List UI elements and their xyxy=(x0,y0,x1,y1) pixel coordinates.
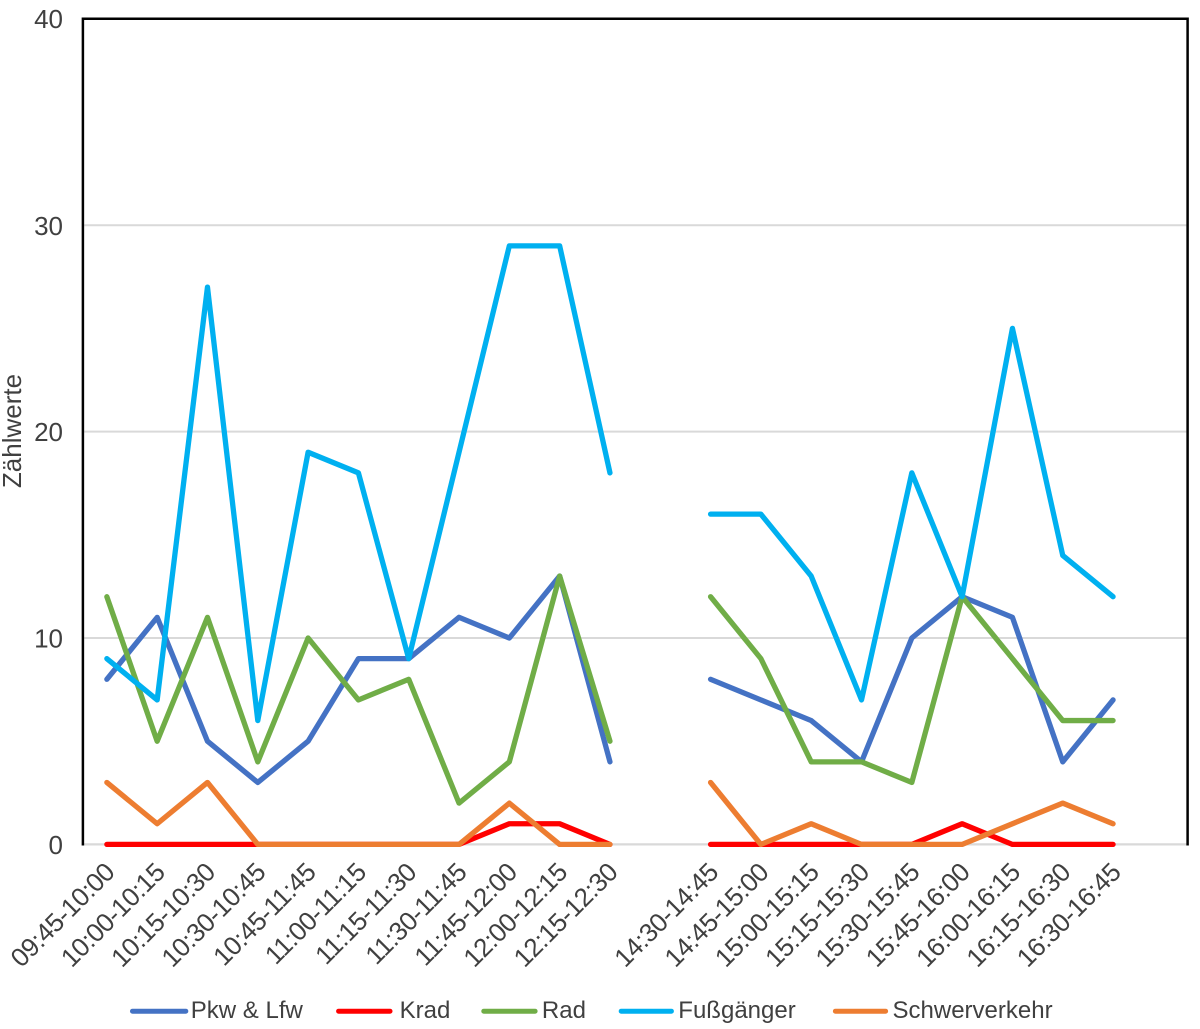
svg-text:Zählwerte: Zählwerte xyxy=(0,374,27,488)
svg-text:20: 20 xyxy=(34,417,63,447)
svg-text:Rad: Rad xyxy=(542,997,586,1024)
svg-text:10: 10 xyxy=(34,624,63,654)
svg-text:0: 0 xyxy=(49,830,63,860)
svg-text:Schwerverkehr: Schwerverkehr xyxy=(893,997,1053,1024)
svg-text:Fußgänger: Fußgänger xyxy=(678,997,795,1024)
svg-text:Pkw & Lfw: Pkw & Lfw xyxy=(191,997,304,1024)
svg-text:30: 30 xyxy=(34,211,63,241)
svg-text:40: 40 xyxy=(34,4,63,34)
svg-text:Krad: Krad xyxy=(400,997,451,1024)
